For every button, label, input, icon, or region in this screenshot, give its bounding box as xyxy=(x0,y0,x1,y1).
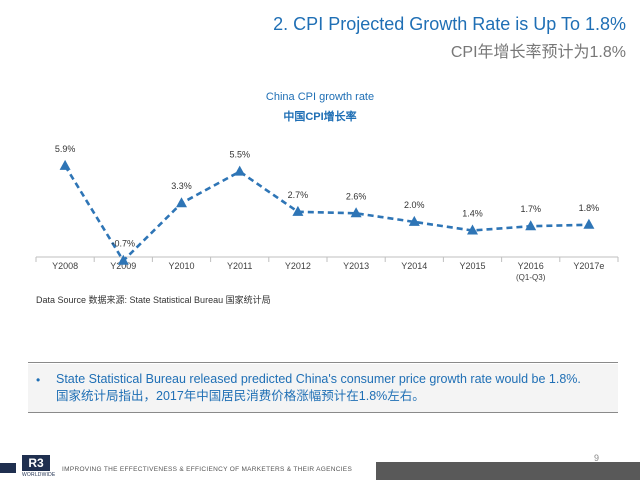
data-point-marker xyxy=(525,220,537,231)
callout-text: State Statistical Bureau released predic… xyxy=(56,371,596,405)
r3-logo: R3 WORLDWIDE xyxy=(22,455,56,479)
page-number: 9 xyxy=(594,453,600,463)
chart-subtitle: 中国CPI增长率 xyxy=(283,111,357,123)
chart-title: China CPI growth rate xyxy=(265,91,375,103)
data-label: 1.8% xyxy=(579,203,600,213)
footer-tagline: IMPROVING THE EFFECTIVENESS & EFFICIENCY… xyxy=(62,466,353,473)
footer-left-bar xyxy=(0,463,16,473)
callout-divider-bottom xyxy=(28,412,618,413)
x-tick-label: Y2008 xyxy=(52,261,78,271)
data-label: 5.9% xyxy=(55,144,76,154)
data-point-marker xyxy=(292,205,304,216)
data-label: 1.4% xyxy=(462,209,483,219)
data-point-marker xyxy=(408,215,420,226)
data-source-note: Data Source 数据来源: State Statistical Bure… xyxy=(36,295,271,305)
data-label: 2.6% xyxy=(346,191,367,201)
slide-title: 2. CPI Projected Growth Rate is Up To 1.… xyxy=(273,14,626,34)
x-tick-label: Y2016 xyxy=(518,261,544,271)
data-point-marker xyxy=(583,218,595,229)
series-line xyxy=(63,165,589,263)
data-label: -0.7% xyxy=(112,239,136,249)
x-tick-label: Y2014 xyxy=(401,261,427,271)
data-label: 3.3% xyxy=(171,181,192,191)
data-label: 2.0% xyxy=(404,200,425,210)
callout-divider-top xyxy=(28,362,618,363)
bullet-icon: • xyxy=(36,373,41,387)
data-point-marker xyxy=(176,197,187,208)
x-tick-label: Y2013 xyxy=(343,261,369,271)
x-tick-label: Y2010 xyxy=(168,261,194,271)
callout-text-cn: 国家统计局指出，2017年中国居民消费价格涨幅预计在1.8%左右。 xyxy=(56,389,425,403)
logo-subtext: WORLDWIDE xyxy=(22,472,56,478)
data-point-marker xyxy=(467,224,478,235)
data-label: 2.7% xyxy=(288,190,309,200)
callout-text-en: State Statistical Bureau released predic… xyxy=(56,372,581,386)
data-point-marker xyxy=(234,165,246,176)
data-label: 1.7% xyxy=(520,204,541,214)
data-point-marker xyxy=(350,207,362,218)
data-point-marker xyxy=(117,254,129,265)
x-tick-label: Y2015 xyxy=(459,261,485,271)
footer-right-bar xyxy=(376,462,640,480)
x-tick-label: (Q1-Q3) xyxy=(516,273,546,282)
data-point-marker xyxy=(59,159,71,170)
callout-box xyxy=(28,364,618,412)
x-tick-label: Y2009 xyxy=(110,261,136,271)
x-tick-label: Y2017e xyxy=(573,261,604,271)
x-tick-label: Y2011 xyxy=(227,261,252,271)
x-tick-label: Y2012 xyxy=(285,261,311,271)
slide-subtitle: CPI年增长率预计为1.8% xyxy=(450,44,626,61)
logo-mark: R3 xyxy=(22,455,50,471)
cpi-line-chart: Y2008 Y2009 Y2010 Y2011 Y2012 Y2013 Y2014 Y2015… xyxy=(35,144,619,282)
data-label: 5.5% xyxy=(229,150,250,160)
